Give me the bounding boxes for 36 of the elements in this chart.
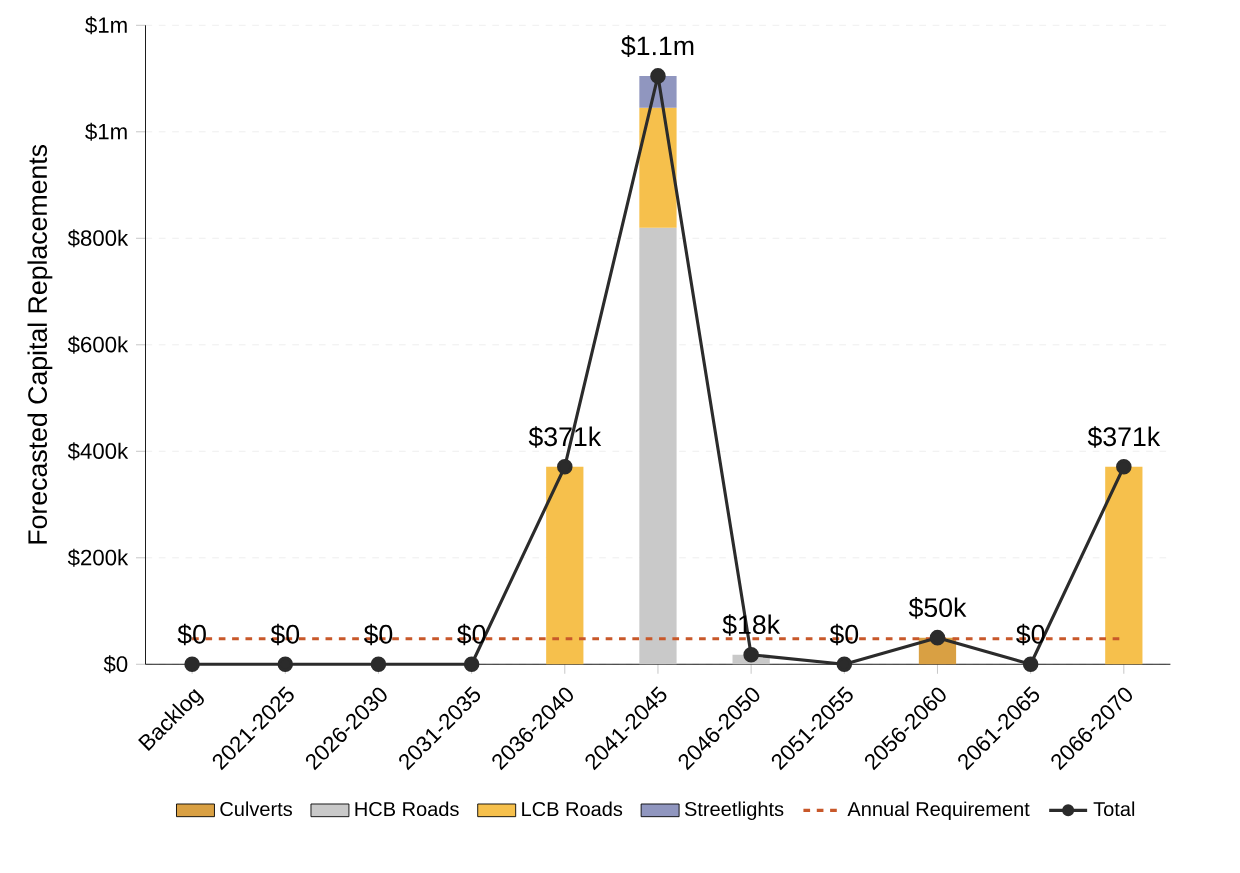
point — [463, 656, 480, 673]
point — [557, 458, 573, 475]
bar — [546, 466, 584, 665]
legend-label: Streetlights — [684, 801, 784, 821]
y-tick-label: $1m — [85, 16, 127, 35]
point — [277, 656, 294, 673]
data-label: $0 — [829, 623, 859, 646]
point — [650, 68, 666, 84]
legend-label: LCB Roads — [522, 801, 623, 817]
y-tick-label: $200k — [67, 548, 129, 567]
legend-label: Total — [1093, 801, 1135, 817]
legend-label: Culverts — [220, 801, 292, 817]
point — [370, 656, 387, 673]
data-label: $50k — [908, 597, 967, 619]
data-label: $0 — [363, 623, 393, 646]
y-tick-label: $1m — [85, 122, 127, 141]
data-label: $1.1m — [621, 35, 694, 57]
bar — [1105, 466, 1143, 665]
data-label: $0 — [270, 623, 300, 646]
data-label: $371k — [1087, 426, 1161, 448]
point — [743, 646, 759, 663]
point — [1116, 458, 1132, 475]
point — [929, 629, 946, 646]
legend-label: HCB Roads — [355, 801, 459, 817]
y-axis-title: Forecasted Capital Replacements — [27, 144, 53, 544]
y-tick-label: $600k — [67, 335, 129, 354]
y-tick-label: $800k — [67, 229, 129, 248]
bar — [639, 227, 677, 665]
point — [836, 656, 853, 673]
point — [1022, 656, 1039, 673]
legend-label: Annual Requirement — [847, 801, 1030, 821]
y-tick-label: $400k — [67, 442, 129, 461]
data-label: $0 — [177, 623, 206, 646]
bar — [639, 107, 677, 228]
y-tick-label: $0 — [103, 655, 128, 674]
point — [184, 656, 200, 673]
